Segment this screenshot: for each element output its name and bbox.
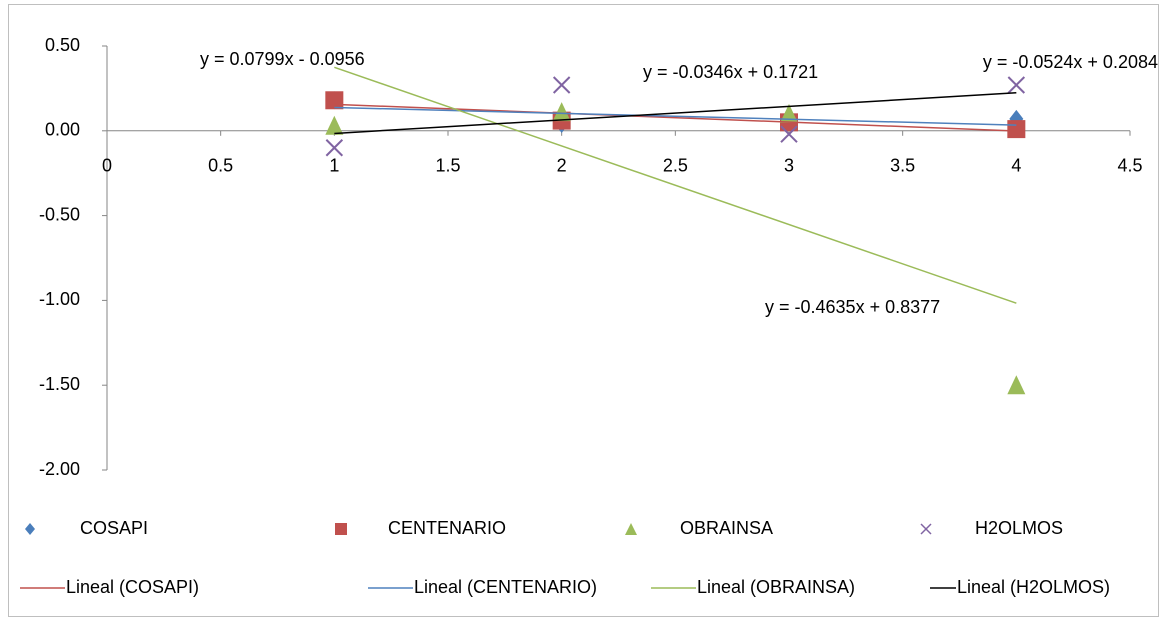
legend-marker [335,523,347,535]
y-tick-label: -1.00 [39,289,80,309]
trendline-equation: y = -0.0346x + 0.1721 [643,62,818,82]
y-tick-label: -2.00 [39,459,80,479]
trendline [334,106,1017,126]
x-tick-label: 4.5 [1117,156,1142,176]
legend-marker [25,523,35,535]
y-tick-label: -1.50 [39,374,80,394]
legend-label: OBRAINSA [680,518,773,538]
point [780,103,798,123]
trendline [334,92,1017,135]
point [552,102,571,122]
point [780,125,798,143]
y-tick-label: 0.50 [45,35,80,55]
legend-label: H2OLMOS [975,518,1063,538]
x-tick-label: 3.5 [890,156,915,176]
legend-marker [920,523,932,535]
trendline-equation: y = 0.0799x - 0.0956 [200,49,365,69]
point [1007,375,1026,395]
point [552,76,571,94]
x-tick-label: 3 [784,156,794,176]
x-tick-label: 4 [1011,156,1021,176]
x-tick-label: 1 [329,156,339,176]
point [325,91,344,110]
point [1007,120,1026,139]
x-tick-label: 0 [102,156,112,176]
x-tick-label: 2.5 [663,156,688,176]
legend-label: COSAPI [80,518,148,538]
legend-label: Lineal (COSAPI) [66,577,199,597]
y-tick-label: 0.00 [45,120,80,140]
x-tick-label: 0.5 [208,156,233,176]
trendline-equation: y = -0.0524x + 0.2084 [983,52,1158,72]
chart-border [8,4,1159,617]
point [325,115,344,135]
point [325,139,344,157]
y-tick-label: -0.50 [39,204,80,224]
legend-label: CENTENARIO [388,518,506,538]
trendline-equation: y = -0.4635x + 0.8377 [765,297,940,317]
legend-label: Lineal (CENTENARIO) [414,577,597,597]
x-tick-label: 2 [557,156,567,176]
legend-label: Lineal (H2OLMOS) [957,577,1110,597]
legend-label: Lineal (OBRAINSA) [697,577,855,597]
x-tick-label: 1.5 [435,156,460,176]
trendline [334,103,1017,132]
legend-marker [625,523,637,535]
trendline [334,66,1017,304]
point [1007,76,1026,94]
